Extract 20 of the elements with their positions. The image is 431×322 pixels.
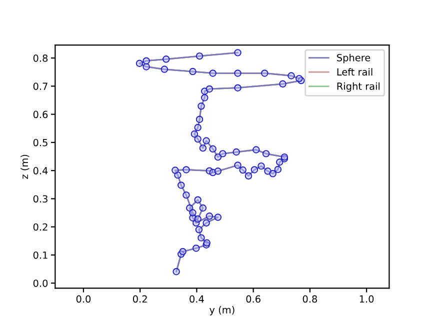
x-tick-label: 0.8 [302, 295, 317, 303]
x-tick-label: 0.4 [190, 295, 204, 303]
x-tick-label: 0.2 [133, 295, 147, 303]
y-tick-label: 0.5 [33, 138, 48, 146]
y-tick-label: 0.6 [33, 110, 48, 118]
y-axis-title: z (m) [20, 154, 30, 179]
legend-label: Sphere [337, 54, 370, 64]
y-tick-label: 0.3 [33, 195, 48, 203]
y-tick-label: 0.2 [33, 223, 48, 231]
y-tick-label: 0.1 [33, 251, 48, 259]
y-tick-label: 0.0 [33, 280, 48, 287]
x-axis-title: y (m) [210, 306, 234, 316]
y-tick-label: 0.7 [33, 82, 48, 90]
y-tick-label: 0.8 [33, 54, 48, 62]
legend-label: Left rail [337, 68, 372, 76]
legend-label: Right rail [337, 82, 380, 92]
x-tick-label: 0.6 [246, 295, 260, 303]
y-tick-label: 0.4 [33, 167, 48, 174]
x-tick-label: 1.0 [360, 295, 374, 303]
x-tick-label: 0.0 [76, 295, 91, 303]
